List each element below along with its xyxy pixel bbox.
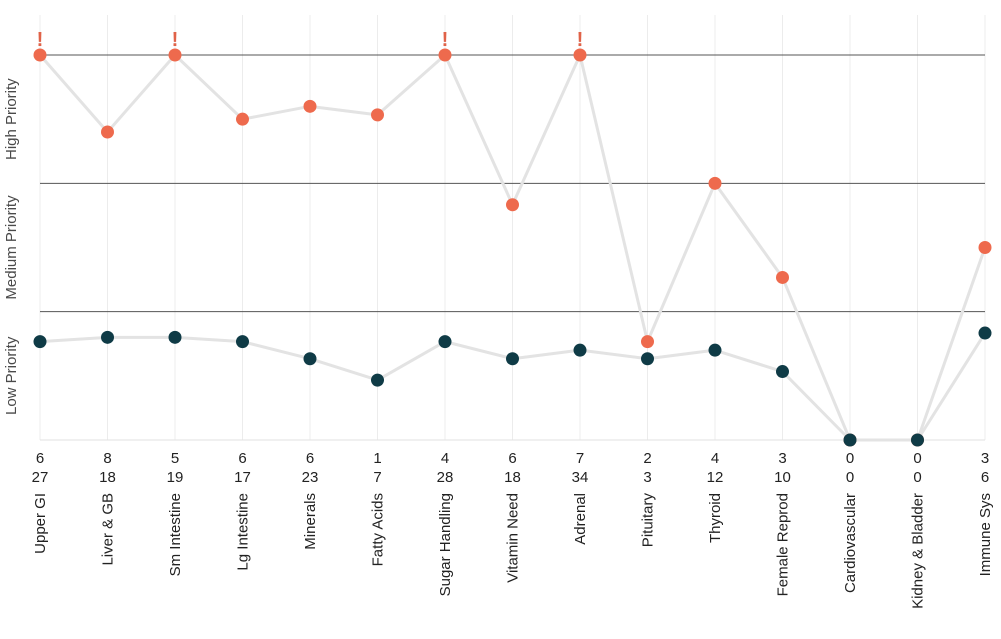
- series-high-point: [371, 108, 384, 122]
- row1-value-label: 3: [981, 450, 989, 467]
- row1-value-label: 7: [576, 450, 584, 467]
- row2-value-label: 7: [373, 469, 381, 486]
- row2-value-label: 0: [913, 469, 921, 486]
- row1-value-label: 1: [373, 450, 381, 467]
- series-high-point: [168, 48, 182, 62]
- row1-value-label: 4: [711, 450, 719, 467]
- row2-value-label: 6: [981, 469, 989, 486]
- category-label: Female Reprod: [775, 493, 792, 596]
- row1-value-label: 5: [171, 450, 179, 467]
- series-low-point: [911, 433, 924, 447]
- series-low-point: [168, 330, 182, 344]
- alert-flag: !: [577, 29, 584, 51]
- row2-value-label: 3: [643, 469, 651, 486]
- row2-value-label: 17: [234, 469, 251, 486]
- series-low-point: [708, 343, 722, 357]
- series-high-point: [708, 176, 722, 190]
- series-high-point: [978, 241, 992, 254]
- series-high-point: [101, 125, 114, 139]
- category-label: Lg Intestine: [235, 493, 252, 571]
- series-low-point: [776, 365, 789, 379]
- series-low-point: [303, 352, 317, 366]
- category-label: Thyroid: [707, 493, 724, 543]
- series-low-point: [236, 335, 249, 349]
- row2-value-label: 10: [774, 469, 791, 486]
- band-label: Medium Priority: [3, 195, 20, 300]
- series-high-point: [506, 198, 519, 212]
- category-label: Liver & GB: [100, 493, 117, 566]
- row1-value-label: 6: [508, 450, 516, 467]
- band-label: Low Priority: [3, 336, 20, 415]
- category-label: Pituitary: [640, 493, 657, 548]
- series-high-point: [776, 270, 789, 284]
- grid-layer: [39, 15, 986, 441]
- category-label: Sm Intestine: [167, 493, 184, 576]
- row1-value-label: 3: [778, 450, 786, 467]
- row2-value-label: 27: [32, 469, 49, 486]
- series-high-point: [641, 335, 654, 349]
- series-high-point: [236, 112, 249, 126]
- series-low-point: [33, 335, 47, 349]
- category-label: Kidney & Bladder: [910, 493, 927, 609]
- series-high-point: [303, 99, 317, 113]
- row1-value-label: 6: [36, 450, 44, 467]
- series-high-point: [573, 48, 587, 62]
- series-low-point: [843, 433, 857, 447]
- category-label: Minerals: [302, 493, 319, 550]
- row1-value-label: 6: [238, 450, 246, 467]
- category-label: Sugar Handling: [437, 493, 454, 596]
- label-layer: High Priority Medium Priority Low Priority…: [3, 29, 994, 609]
- category-label: Fatty Acids: [370, 493, 387, 566]
- series-low-point: [438, 335, 452, 349]
- band-layer: [40, 54, 985, 313]
- series-low-point: [371, 373, 384, 387]
- row2-value-label: 0: [846, 469, 854, 486]
- alert-flag: !: [172, 29, 179, 51]
- series-low-point: [101, 330, 114, 344]
- series-low-point: [641, 352, 654, 366]
- row1-value-label: 0: [846, 450, 854, 467]
- category-label: Vitamin Need: [505, 493, 522, 583]
- category-label: Cardiovascular: [842, 493, 859, 593]
- band-label: High Priority: [3, 78, 20, 160]
- point-layer: [33, 48, 992, 447]
- series-high-point: [33, 48, 47, 62]
- row2-value-label: 23: [302, 469, 319, 486]
- alert-flag: !: [442, 29, 449, 51]
- row2-value-label: 19: [167, 469, 184, 486]
- alert-flag: !: [37, 29, 44, 51]
- row1-value-label: 0: [913, 450, 921, 467]
- category-label: Upper GI: [32, 493, 49, 554]
- series-high-point: [438, 48, 452, 62]
- row1-value-label: 8: [103, 450, 111, 467]
- category-label: Adrenal: [572, 493, 589, 545]
- row2-value-label: 12: [707, 469, 724, 486]
- row2-value-label: 18: [99, 469, 116, 486]
- series-low-point: [978, 326, 992, 340]
- row2-value-label: 18: [504, 469, 521, 486]
- category-label: Immune Sys: [977, 493, 994, 576]
- series-low-point: [506, 352, 519, 366]
- row1-value-label: 6: [306, 450, 314, 467]
- row1-value-label: 4: [441, 450, 449, 467]
- series-low-point: [573, 343, 587, 357]
- row2-value-label: 34: [572, 469, 589, 486]
- row1-value-label: 2: [643, 450, 651, 467]
- row2-value-label: 28: [437, 469, 454, 486]
